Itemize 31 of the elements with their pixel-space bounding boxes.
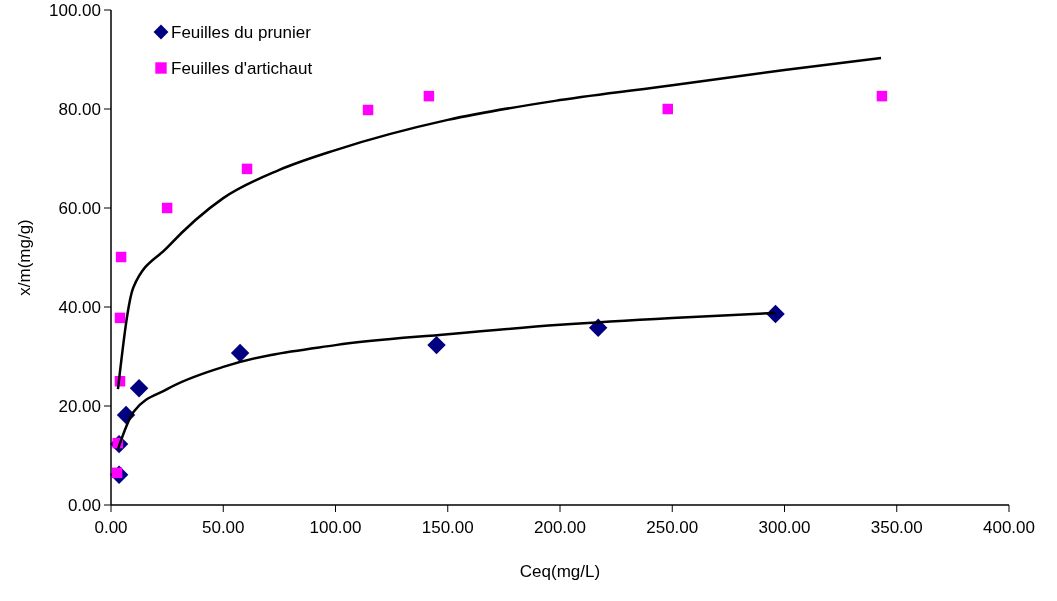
- y-tick-label: 60.00: [58, 199, 101, 218]
- point: [423, 90, 435, 102]
- point: [114, 312, 126, 324]
- x-tick-label: 50.00: [201, 518, 245, 537]
- x-tick-label: 350.00: [870, 518, 923, 537]
- y-axis-title: x/m(mg/g): [15, 219, 34, 296]
- point: [427, 335, 446, 355]
- y-tick-label: 80.00: [58, 100, 101, 119]
- x-tick-label: 100.00: [309, 518, 362, 537]
- point: [362, 104, 374, 116]
- legend-label: Feuilles d'artichaut: [171, 59, 313, 78]
- point: [241, 163, 253, 175]
- point: [230, 343, 250, 363]
- y-tick-label: 20.00: [58, 397, 101, 416]
- x-axis-title: Ceq(mg/L): [519, 562, 601, 581]
- x-tick-label: 0.00: [94, 518, 128, 537]
- point: [115, 251, 127, 263]
- x-tick-label: 150.00: [421, 518, 474, 537]
- x-tick-label: 400.00: [983, 518, 1035, 537]
- x-tick-label: 250.00: [646, 518, 699, 537]
- line-series: [116, 56, 883, 391]
- y-tick-label: 0.00: [67, 496, 101, 515]
- y-tick-label: 100.00: [49, 1, 101, 20]
- legend-label: Feuilles du prunier: [171, 23, 312, 42]
- y-tick-label: 40.00: [58, 298, 101, 317]
- x-tick-label: 200.00: [534, 518, 586, 537]
- x-tick-label: 300.00: [758, 518, 811, 537]
- point: [161, 202, 173, 214]
- point: [662, 103, 673, 115]
- point: [876, 90, 888, 102]
- point: [129, 378, 149, 398]
